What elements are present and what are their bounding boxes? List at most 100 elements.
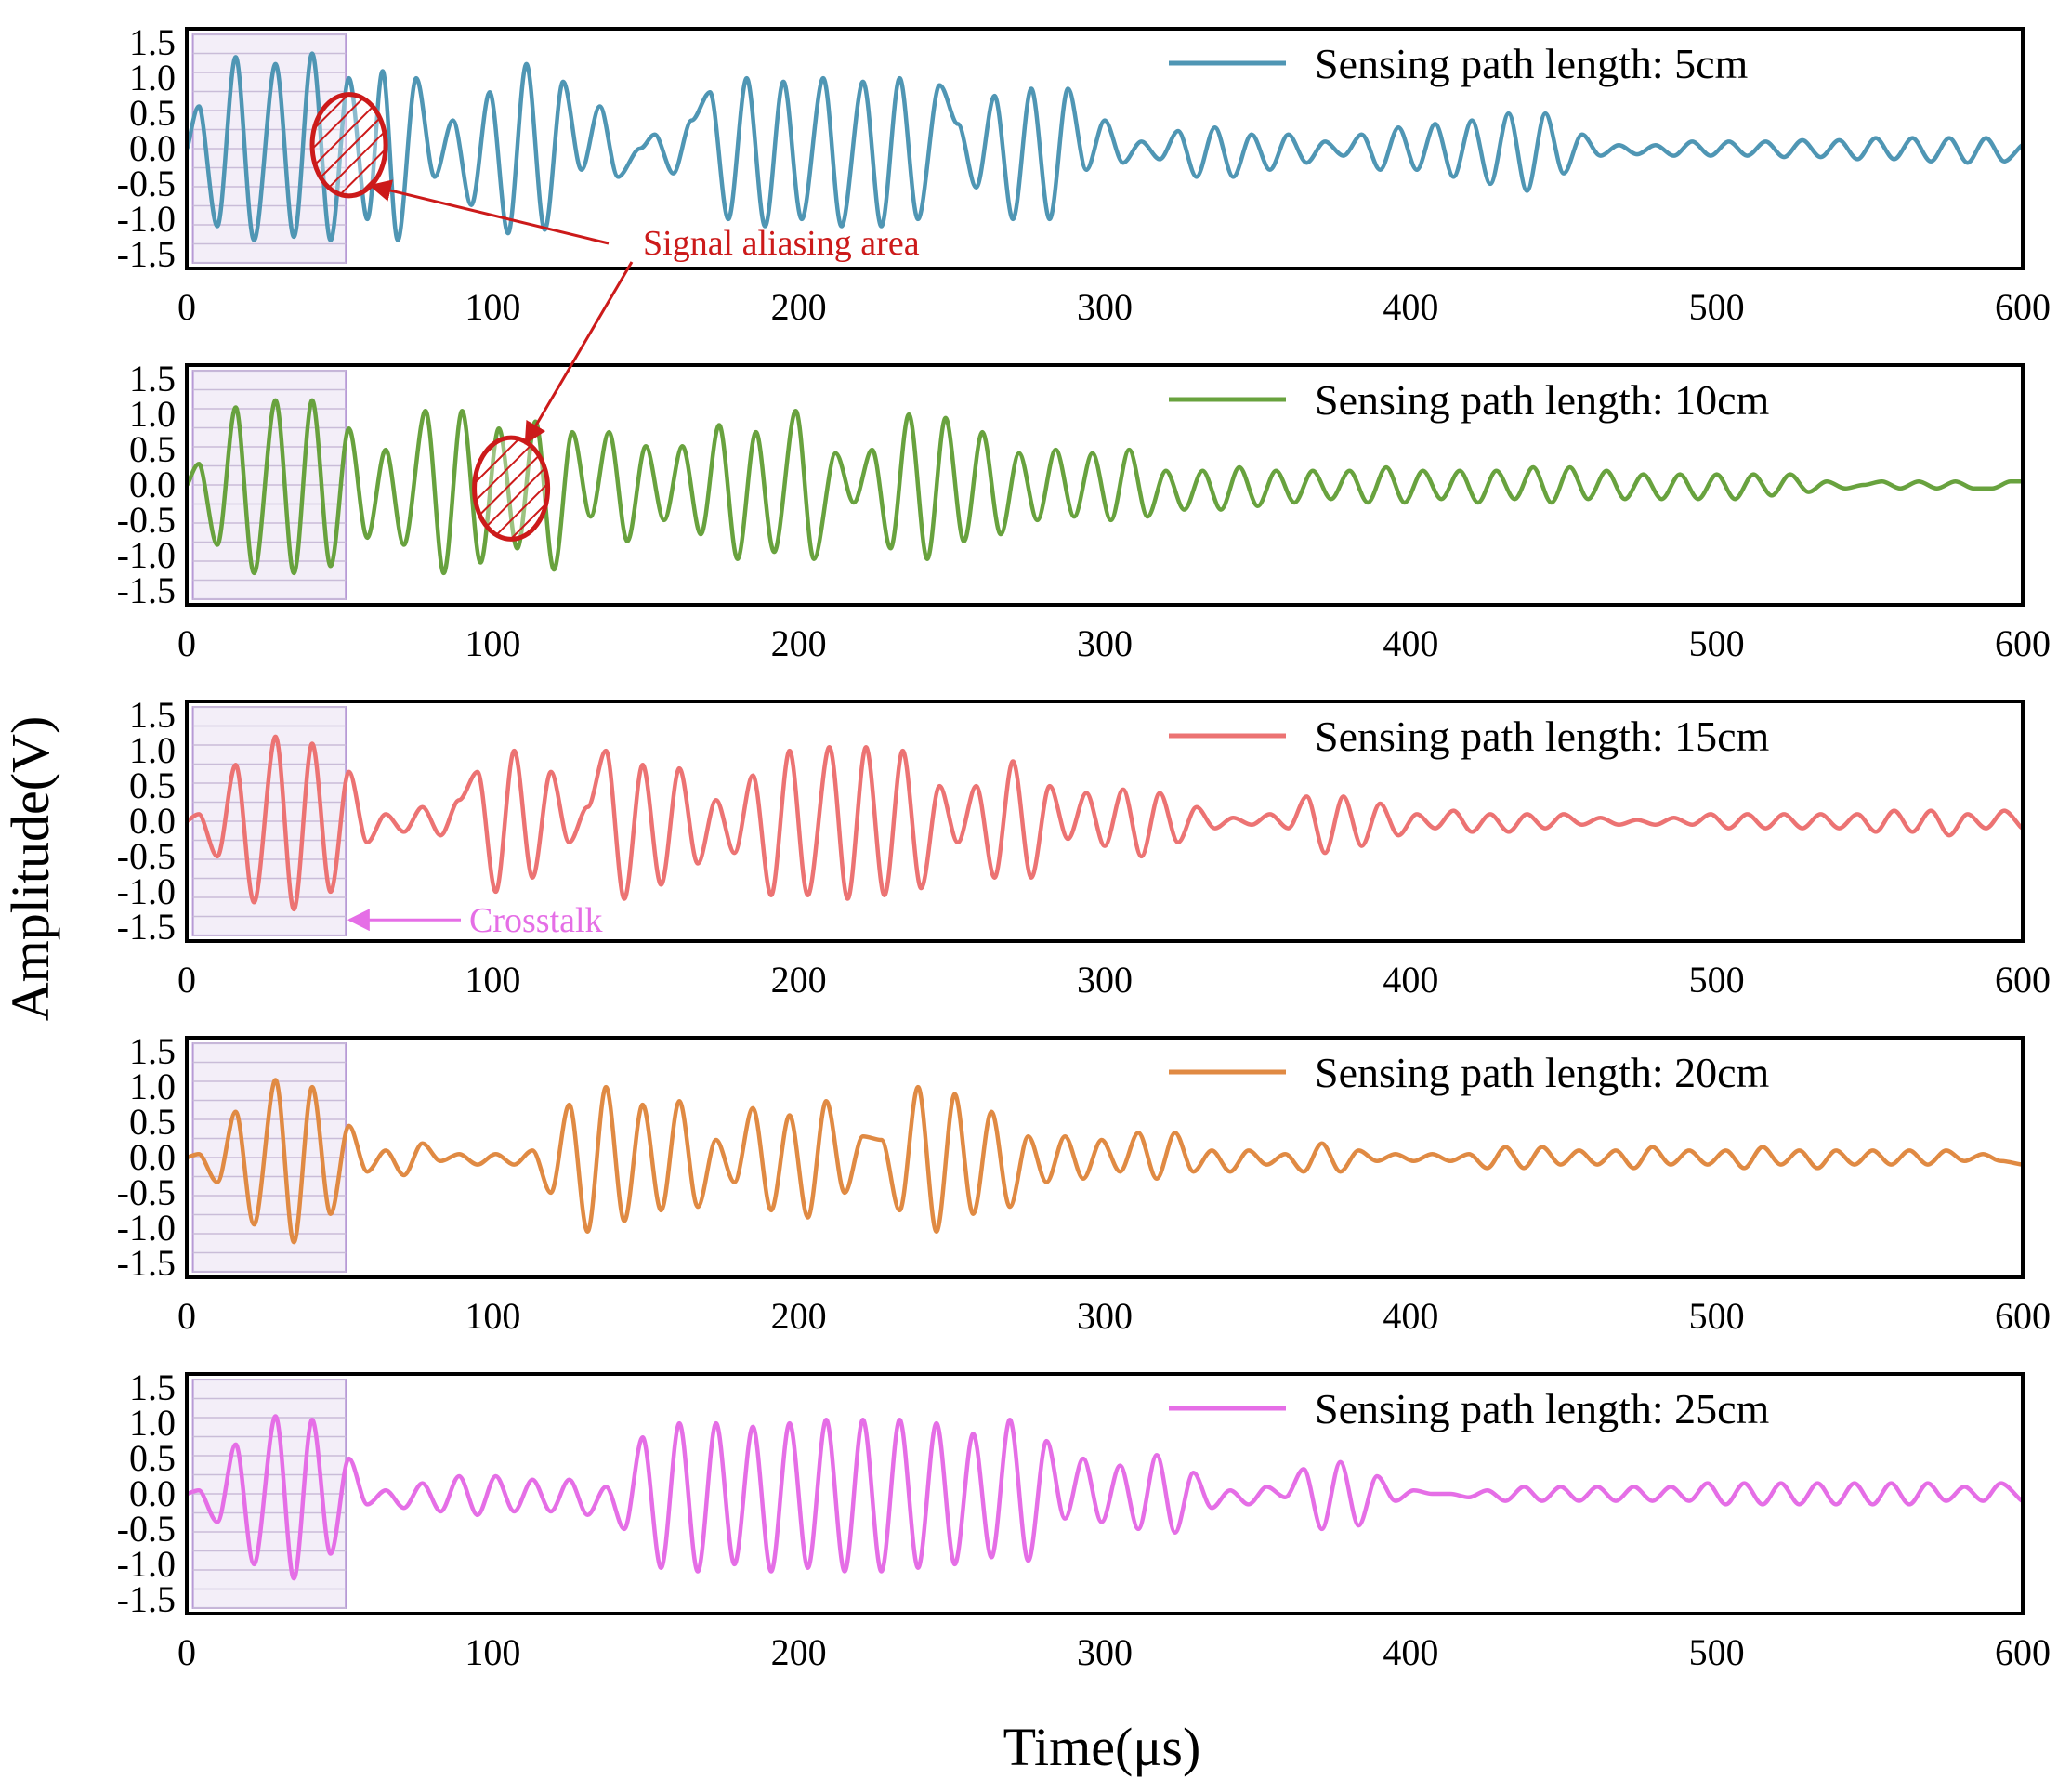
- y-axis-title: Amplitude(V): [0, 716, 60, 1022]
- series-line-4: [186, 1078, 2024, 1245]
- panel-1: 1.51.00.50.0-0.5-1.0-1.50 100 200 300 400 500…: [117, 21, 2051, 328]
- y-tick-label: 1.0: [129, 729, 176, 771]
- x-tick-label: 100: [465, 1295, 520, 1337]
- y-tick-label: -0.5: [117, 1508, 176, 1550]
- y-tick-label: 1.5: [129, 1030, 176, 1072]
- x-tick-label: 600: [1995, 959, 2051, 1001]
- annotations-group: Signal aliasing area Crosstalk: [309, 92, 920, 940]
- x-tick-label: 600: [1995, 622, 2051, 664]
- y-tick-label: -1.5: [117, 233, 176, 275]
- x-tick-label: 200: [771, 959, 827, 1001]
- legend-label: Sensing path length: 15cm: [1315, 713, 1770, 760]
- x-tick-label: 600: [1995, 1295, 2051, 1337]
- y-tick-label: -1.5: [117, 569, 176, 611]
- x-tick-label: 400: [1383, 1295, 1438, 1337]
- x-tick-label: 200: [771, 286, 827, 328]
- x-tick-label: 0: [177, 622, 196, 664]
- y-tick-label: 0.0: [129, 1472, 176, 1514]
- y-tick-label: -1.0: [117, 1543, 176, 1585]
- series-line-5: [186, 1414, 2024, 1581]
- legend-label: Sensing path length: 25cm: [1315, 1385, 1770, 1432]
- legend-label: Sensing path length: 5cm: [1315, 40, 1749, 87]
- series-line-1: [184, 51, 2024, 242]
- panel-5: 1.51.00.50.0-0.5-1.0-1.50 100 200 300 400 500…: [117, 1367, 2051, 1673]
- aliasing-region-1: [309, 92, 388, 199]
- y-tick-label: -1.5: [117, 1242, 176, 1284]
- plot-frame: [185, 1372, 2025, 1615]
- y-tick-label: 1.5: [129, 694, 176, 736]
- x-tick-label: 400: [1383, 1631, 1438, 1673]
- y-tick-label: -1.0: [117, 870, 176, 912]
- y-tick-label: 0.5: [129, 428, 176, 470]
- x-tick-label: 400: [1383, 959, 1438, 1001]
- x-tick-label: 300: [1077, 622, 1133, 664]
- x-tick-label: 0: [177, 1295, 196, 1337]
- x-tick-label: 600: [1995, 1631, 2051, 1673]
- y-tick-label: 1.5: [129, 21, 176, 63]
- x-tick-label: 300: [1077, 1295, 1133, 1337]
- y-tick-label: 1.0: [129, 57, 176, 98]
- plot-frame: [185, 363, 2025, 607]
- panel-4: 1.51.00.50.0-0.5-1.0-1.50 100 200 300 400 500…: [117, 1030, 2051, 1337]
- series-line-2: [184, 398, 2023, 576]
- panel-2: 1.51.00.50.0-0.5-1.0-1.50 100 200 300 400 500…: [117, 358, 2051, 664]
- y-tick-label: 0.0: [129, 1136, 176, 1178]
- x-tick-label: 100: [465, 959, 520, 1001]
- x-tick-label: 300: [1077, 286, 1133, 328]
- plot-frame: [185, 27, 2025, 270]
- y-tick-label: 1.0: [129, 393, 176, 435]
- y-tick-label: -1.0: [117, 1207, 176, 1249]
- x-tick-label: 500: [1689, 959, 1745, 1001]
- x-tick-label: 100: [465, 1631, 520, 1673]
- y-tick-label: -1.5: [117, 906, 176, 948]
- x-tick-label: 400: [1383, 286, 1438, 328]
- aliasing-region-2: [472, 435, 551, 542]
- y-tick-label: -1.0: [117, 198, 176, 240]
- y-tick-label: 0.5: [129, 1437, 176, 1479]
- y-tick-label: 0.5: [129, 92, 176, 134]
- y-tick-label: -0.5: [117, 499, 176, 541]
- x-tick-label: 100: [465, 622, 520, 664]
- x-tick-label: 0: [177, 959, 196, 1001]
- x-tick-label: 200: [771, 622, 827, 664]
- plot-frame: [185, 700, 2025, 943]
- y-tick-label: -0.5: [117, 1171, 176, 1213]
- x-tick-label: 300: [1077, 1631, 1133, 1673]
- y-tick-label: 0.5: [129, 1101, 176, 1143]
- series-line-3: [186, 734, 2025, 912]
- legend-label: Sensing path length: 20cm: [1315, 1049, 1770, 1096]
- y-tick-label: 1.5: [129, 358, 176, 399]
- x-tick-label: 0: [177, 1631, 196, 1673]
- x-tick-label: 500: [1689, 622, 1745, 664]
- x-tick-label: 0: [177, 286, 196, 328]
- panels-group: 1.51.00.50.0-0.5-1.0-1.50 100 200 300 400 500…: [117, 21, 2051, 1673]
- x-tick-label: 500: [1689, 286, 1745, 328]
- x-tick-label: 100: [465, 286, 520, 328]
- y-tick-label: 0.0: [129, 800, 176, 842]
- legend-label: Sensing path length: 10cm: [1315, 376, 1770, 424]
- x-tick-label: 500: [1689, 1295, 1745, 1337]
- crosstalk-label: Crosstalk: [469, 901, 603, 940]
- y-tick-label: 0.0: [129, 464, 176, 505]
- aliasing-arrow: [368, 179, 610, 245]
- panel-3: 1.51.00.50.0-0.5-1.0-1.50 100 200 300 400 500…: [117, 694, 2051, 1001]
- aliasing-arrow: [524, 261, 634, 445]
- y-tick-label: -0.5: [117, 163, 176, 204]
- y-tick-label: 0.0: [129, 127, 176, 169]
- y-tick-label: 0.5: [129, 765, 176, 806]
- x-axis-title: Time(μs): [1003, 1717, 1201, 1777]
- y-tick-label: -0.5: [117, 835, 176, 877]
- y-tick-label: 1.5: [129, 1367, 176, 1408]
- x-tick-label: 200: [771, 1295, 827, 1337]
- y-tick-label: -1.0: [117, 534, 176, 576]
- x-tick-label: 500: [1689, 1631, 1745, 1673]
- y-tick-label: 1.0: [129, 1402, 176, 1444]
- x-tick-label: 600: [1995, 286, 2051, 328]
- x-tick-label: 400: [1383, 622, 1438, 664]
- y-tick-label: 1.0: [129, 1066, 176, 1107]
- y-tick-label: -1.5: [117, 1578, 176, 1620]
- x-tick-label: 200: [771, 1631, 827, 1673]
- plot-frame: [185, 1036, 2025, 1279]
- x-tick-label: 300: [1077, 959, 1133, 1001]
